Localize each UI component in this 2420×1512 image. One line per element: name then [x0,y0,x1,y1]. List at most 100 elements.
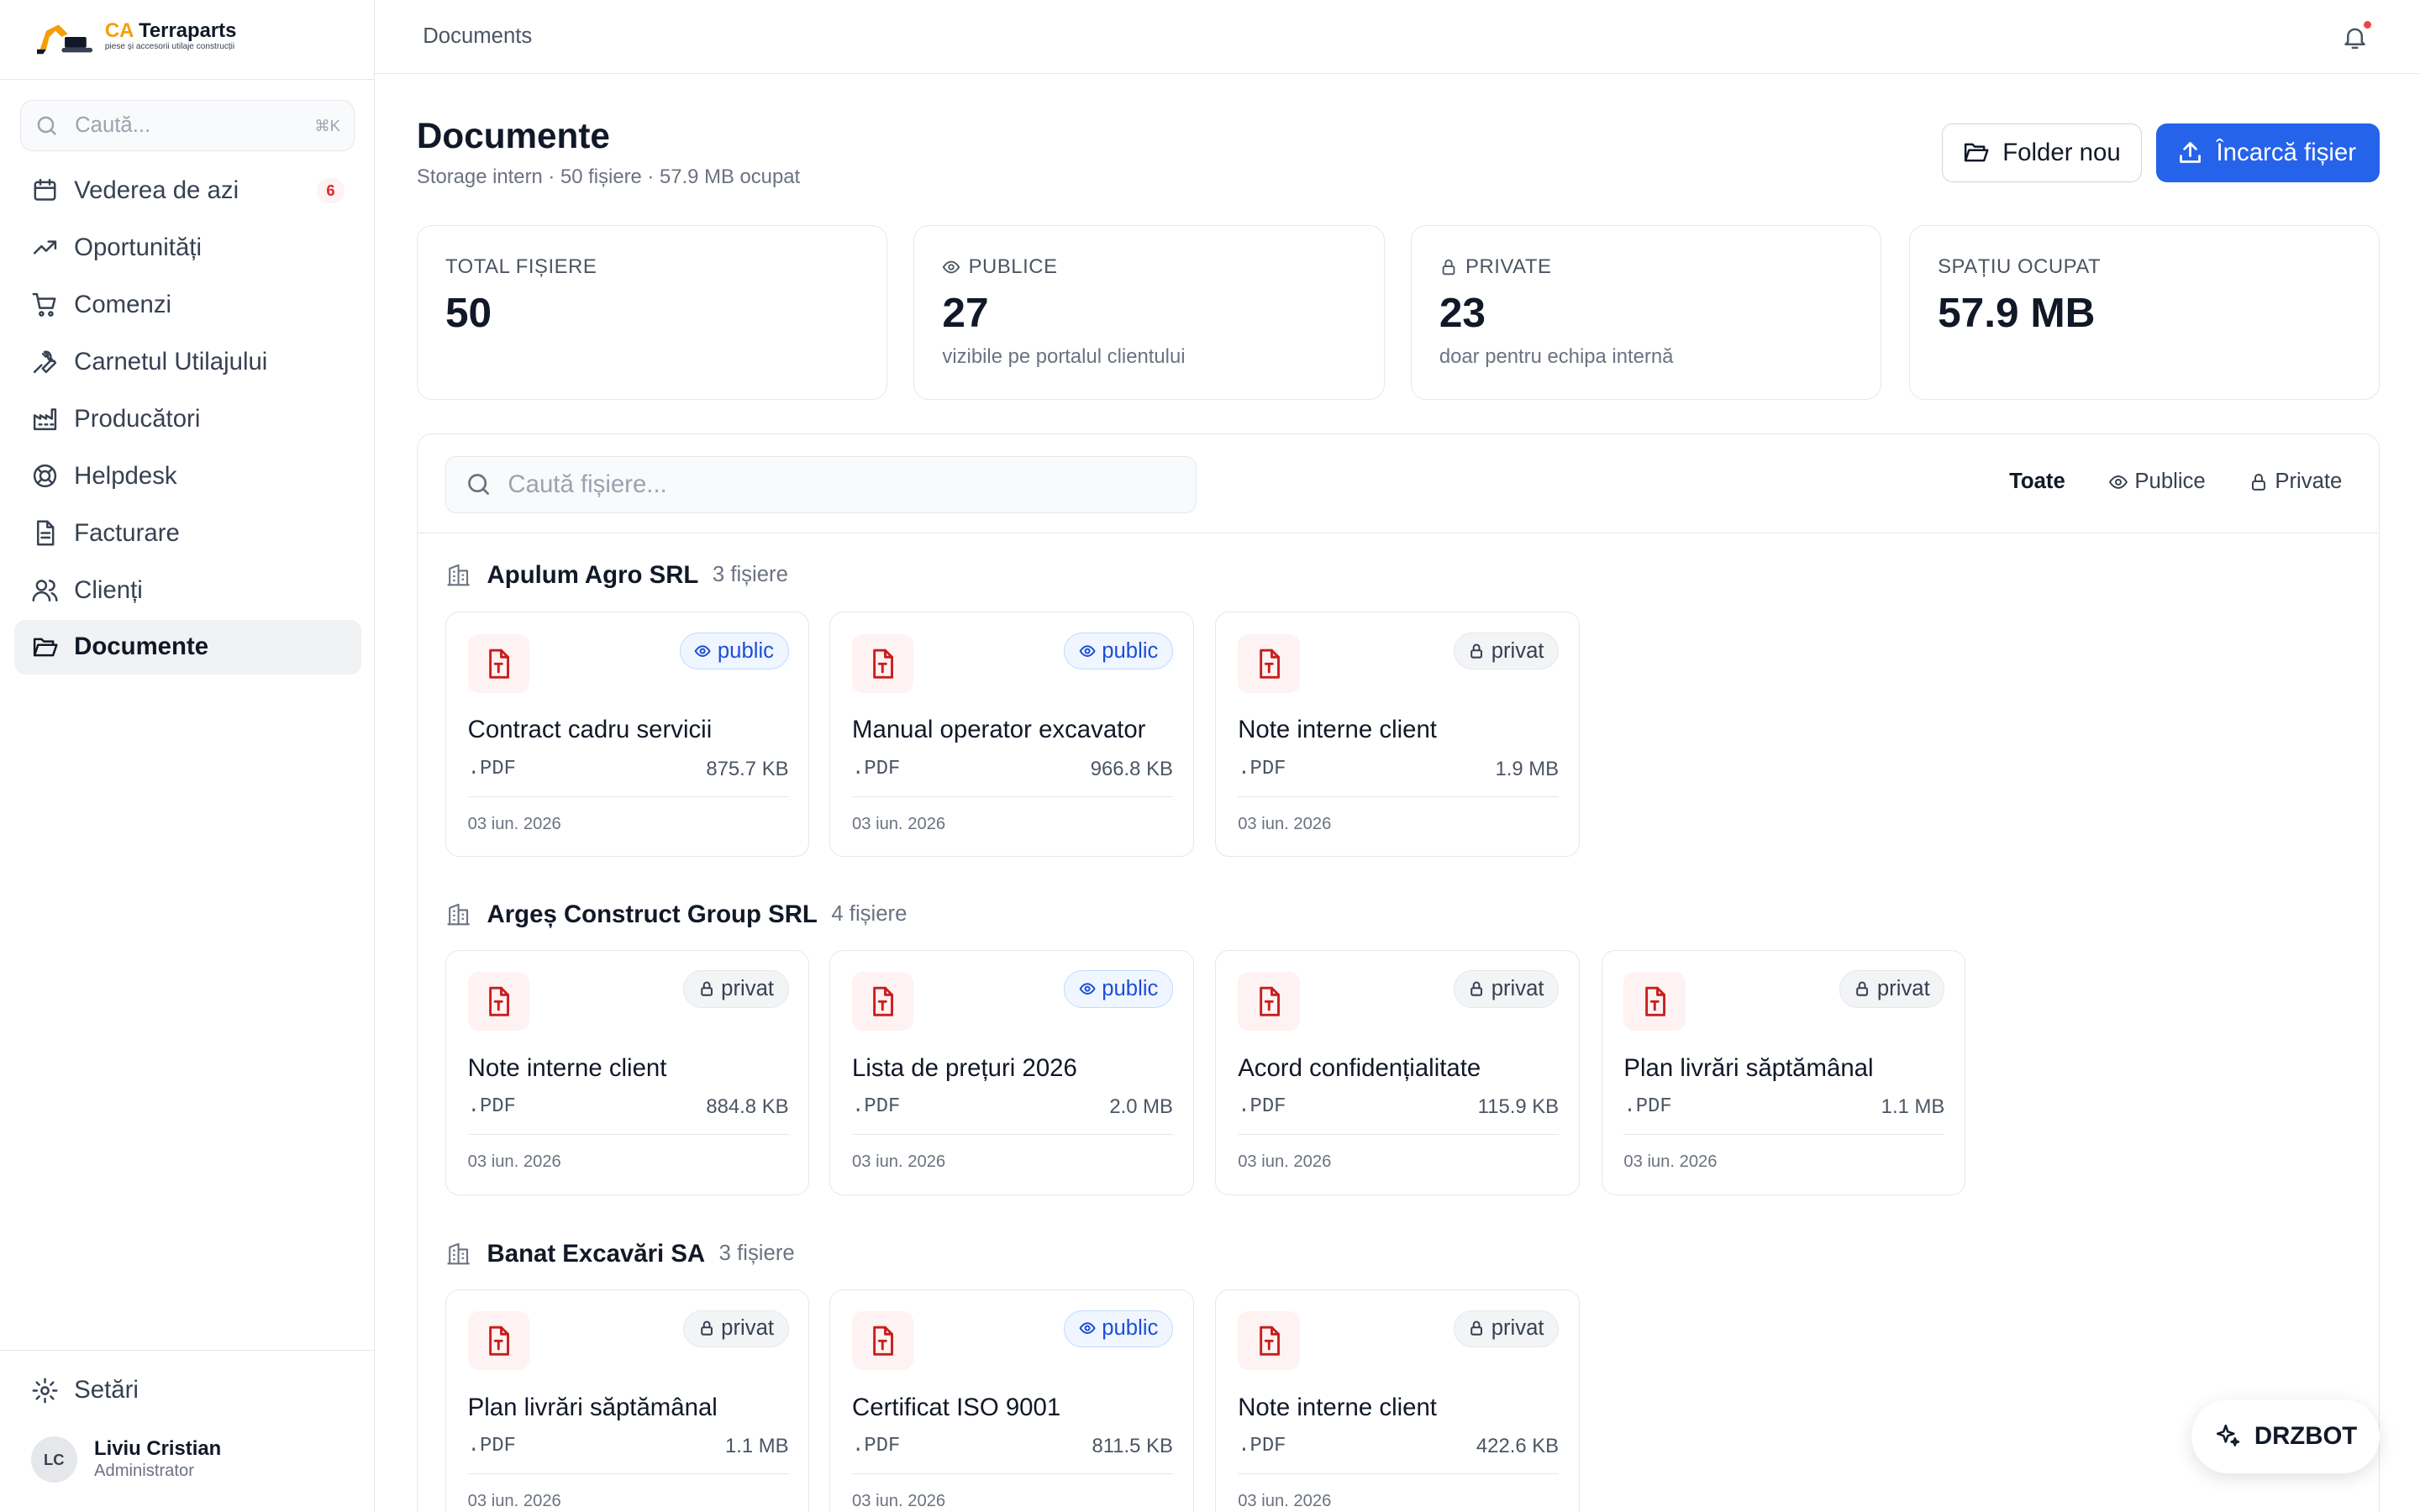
file-search[interactable] [445,455,1197,513]
sidebar-item-clienti[interactable]: Clienți [14,563,361,617]
file-card[interactable]: public Contract cadru servicii .PDF 875.7 K… [445,612,810,858]
file-size: 811.5 KB [1092,1435,1173,1458]
file-card[interactable]: privat Plan livrări săptămânal .PDF 1.1 MB 0… [445,1289,810,1512]
lock-icon [700,1321,713,1336]
lock-icon [1442,259,1455,276]
sidebar-item-vederea-de-azi[interactable]: Vederea de azi 6 [14,164,361,218]
filter-private[interactable]: Private [2238,465,2353,499]
file-extension: .PDF [1238,1435,1286,1458]
sidebar-item-carnetul-utilajului[interactable]: Carnetul Utilajului [14,335,361,389]
files-panel: Toate Publice Private Apulum Agro SRL 3 f… [416,433,2381,1512]
file-card[interactable]: privat Note interne client .PDF 884.8 KB 03 … [445,949,810,1195]
sidebar-search-placeholder: Caută... [75,113,151,138]
upload-file-label: Încarcă fișier [2216,138,2357,166]
brand-logo[interactable]: CA Terraparts piese și accesorii utilaje… [37,18,236,55]
file-title: Acord confidențialitate [1238,1053,1481,1082]
eye-icon [1079,1322,1096,1335]
eye-icon [1079,983,1096,995]
file-size: 422.6 KB [1476,1435,1560,1458]
eye-icon [694,645,711,658]
stat-label: TOTAL FIȘIERE [445,255,597,279]
company-group-header: Banat Excavări SA 3 fișiere [445,1240,795,1268]
file-card[interactable]: public Lista de prețuri 2026 .PDF 2.0 MB 03 … [829,949,1194,1195]
file-title: Lista de prețuri 2026 [852,1053,1077,1082]
sidebar-item-helpdesk[interactable]: Helpdesk [14,449,361,502]
file-card[interactable]: privat Plan livrări săptămânal .PDF 1.1 MB 0… [1601,949,1966,1195]
file-title: Manual operator excavator [852,716,1146,744]
notification-count-badge: 6 [317,178,345,203]
file-extension: .PDF [852,757,901,780]
file-card[interactable]: privat Acord confidențialitate .PDF 115.9 K… [1215,949,1580,1195]
stat-value: 50 [445,288,492,336]
file-extension: .PDF [1238,1095,1286,1119]
sidebar-item-facturare[interactable]: Facturare [14,506,361,559]
visibility-badge: privat [1453,970,1560,1008]
sidebar-bottom-divider [0,1350,376,1351]
notification-dot [2363,19,2373,29]
lock-icon [1470,643,1483,659]
pdf-file-icon [489,1326,510,1356]
company-group-header: Apulum Agro SRL 3 fișiere [445,561,788,590]
sidebar-item-producatori[interactable]: Producători [14,392,361,446]
file-search-input[interactable] [508,470,1156,499]
file-date: 03 iun. 2026 [467,1492,561,1511]
filter-all[interactable]: Toate [2009,470,2065,494]
building-icon [447,904,470,926]
lock-icon [1856,981,1869,997]
file-date: 03 iun. 2026 [852,1492,946,1511]
sidebar-item-setari[interactable]: Setări [31,1376,139,1404]
file-type-icon [852,1311,914,1371]
visibility-badge: public [1064,970,1173,1008]
file-card[interactable]: privat Note interne client .PDF 1.9 MB 03 iu… [1215,612,1580,858]
brand-name: CA Terraparts [104,18,237,42]
file-title: Note interne client [1238,1393,1437,1421]
card-divider [852,1473,1173,1474]
file-type-icon [467,972,530,1032]
sidebar-divider [0,78,376,80]
filter-public[interactable]: Publice [2097,465,2216,499]
assistant-button[interactable]: DRZBOT [2191,1399,2381,1474]
file-size: 1.1 MB [724,1435,789,1458]
file-date: 03 iun. 2026 [467,814,561,833]
users-icon [32,580,58,602]
file-size: 884.8 KB [706,1095,789,1119]
sidebar-item-comenzi[interactable]: Comenzi [14,278,361,332]
building-icon [447,1243,470,1265]
stat-label: SPAȚIU OCUPAT [1938,255,2102,279]
file-card[interactable]: public Certificat ISO 9001 .PDF 811.5 KB 03 … [829,1289,1194,1512]
visibility-badge: public [679,633,789,670]
sidebar-item-oportunitati[interactable]: Oportunități [14,221,361,275]
file-count: 4 fișiere [831,902,908,927]
building-icon [447,564,470,586]
file-card[interactable]: public Manual operator excavator .PDF 966.8… [829,612,1194,858]
sparkles-icon [2217,1425,2240,1447]
upload-file-button[interactable]: Încarcă fișier [2155,123,2381,182]
pdf-file-icon [1259,986,1280,1016]
pdf-file-icon [1645,986,1665,1016]
file-title: Plan livrări săptămânal [1623,1053,1874,1082]
file-type-icon [852,634,914,693]
user-profile[interactable]: LC Liviu Cristian Administrator [30,1436,222,1483]
card-divider [1238,1473,1560,1474]
breadcrumb[interactable]: Documents [423,24,533,49]
card-divider [467,1473,789,1474]
visibility-badge: public [1064,1310,1173,1347]
user-name: Liviu Cristian [94,1437,222,1460]
new-folder-button[interactable]: Folder nou [1941,123,2143,182]
visibility-badge: privat [1839,970,1945,1008]
user-role: Administrator [94,1462,194,1481]
file-title: Note interne client [467,1053,667,1082]
file-type-icon [467,1311,530,1371]
file-title: Contract cadru servicii [467,716,713,744]
visibility-badge: privat [1453,633,1560,670]
sidebar-item-documente[interactable]: Documente [13,620,361,675]
topbar: Documents [375,0,2420,75]
bell-icon[interactable] [2341,24,2369,51]
sidebar-search[interactable]: Caută... ⌘K [19,100,355,151]
files-toolbar: Toate Publice Private [417,434,2378,533]
avatar: LC [30,1436,77,1483]
file-size: 2.0 MB [1109,1095,1173,1119]
card-divider [852,1134,1173,1135]
file-card[interactable]: privat Note interne client .PDF 422.6 KB 03 … [1215,1289,1580,1512]
